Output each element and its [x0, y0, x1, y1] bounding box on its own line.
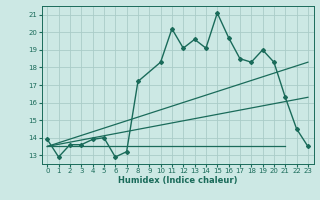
X-axis label: Humidex (Indice chaleur): Humidex (Indice chaleur)	[118, 176, 237, 185]
